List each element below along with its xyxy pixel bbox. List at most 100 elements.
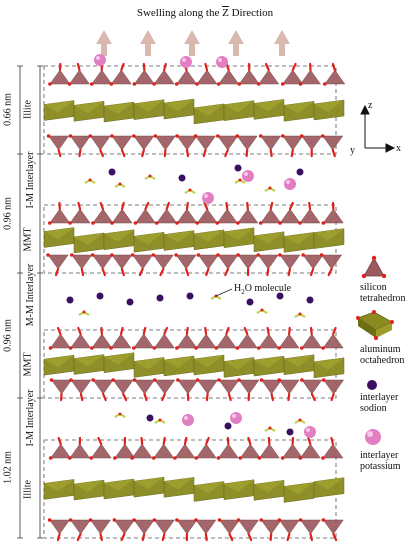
silicon-tetrahedron xyxy=(278,333,300,349)
oxygen-atom xyxy=(88,518,93,522)
silicon-tetrahedron xyxy=(322,519,344,535)
aluminum-octahedron-face xyxy=(44,100,74,113)
silicon-tetrahedron xyxy=(176,135,198,151)
oxygen-bond xyxy=(59,392,63,402)
silicon-tetrahedron xyxy=(195,443,217,459)
aluminum-octahedron-face xyxy=(164,230,194,243)
swelling-arrow xyxy=(228,30,244,56)
oxygen-atom xyxy=(194,518,198,522)
sodion-atom xyxy=(276,292,284,300)
sodion-atom xyxy=(146,414,154,422)
silicon-tetrahedron xyxy=(258,443,280,459)
silicon-tetrahedron xyxy=(51,379,73,395)
silicon-tetrahedron xyxy=(195,333,217,349)
illite-bottom-top-tetrahedra xyxy=(48,436,344,460)
silicon-tetrahedron xyxy=(134,379,156,395)
oxygen-atom xyxy=(195,221,200,225)
oxygen-atom xyxy=(195,82,199,86)
silicon-tetrahedron xyxy=(279,208,301,224)
aluminum-octahedron-face xyxy=(134,99,164,112)
silicon-tetrahedron xyxy=(324,69,346,85)
silicon-tetrahedron xyxy=(89,135,111,151)
oxygen-atom xyxy=(321,518,326,522)
oxygen-bond xyxy=(224,267,230,277)
mmt-upper-top-tetrahedra xyxy=(48,201,344,225)
oxygen-bond xyxy=(266,326,270,336)
legend-interlayer-potassium: interlayer potassium xyxy=(360,450,401,472)
potassium-atom xyxy=(284,178,296,190)
silicon-tetrahedron xyxy=(156,208,178,224)
oxygen-atom xyxy=(175,518,179,522)
oxygen-atom xyxy=(237,378,241,382)
silicon-tetrahedron xyxy=(91,333,113,349)
silicon-tetrahedron xyxy=(258,333,280,349)
oxygen-atom xyxy=(48,456,53,460)
water-molecule xyxy=(234,178,246,184)
silicon-tetrahedron xyxy=(301,135,323,151)
silicon-tetrahedron xyxy=(176,333,198,349)
water-oxygen xyxy=(82,310,86,314)
oxygen-bond xyxy=(327,267,333,277)
silicon-tetrahedron xyxy=(133,69,155,85)
oxygen-bond xyxy=(205,267,210,277)
silicon-tetrahedron xyxy=(217,443,239,459)
aluminum-octahedron-face xyxy=(104,478,134,491)
silicon-tetrahedron xyxy=(322,208,344,224)
oxygen-bond xyxy=(290,148,294,158)
aluminum-octahedron-face xyxy=(134,357,164,370)
aluminum-octahedron-face xyxy=(224,479,254,492)
aluminum-octahedron-face xyxy=(194,481,224,494)
oxygen-bond xyxy=(226,436,230,446)
oxygen-atom xyxy=(174,82,179,86)
oxygen-bond xyxy=(142,62,146,72)
silicon-tetrahedron xyxy=(176,208,198,224)
aluminum-octahedron-face xyxy=(104,102,134,115)
water-molecule xyxy=(256,308,268,314)
sodion-atom xyxy=(246,298,254,306)
oxygen-atom xyxy=(196,253,201,257)
silicon-tetrahedron xyxy=(282,135,304,151)
silicon-tetrahedron xyxy=(218,379,240,395)
oxygen-atom xyxy=(280,456,285,460)
oxygen-atom xyxy=(193,134,198,138)
aluminum-octahedron-face xyxy=(194,103,224,116)
oxygen-bond xyxy=(309,267,315,277)
water-oxygen xyxy=(118,182,122,186)
silicon-tetrahedron xyxy=(322,135,344,151)
silicon-tetrahedron xyxy=(153,443,175,459)
potassium-highlight xyxy=(232,414,236,418)
silicon-tetrahedron xyxy=(91,69,113,85)
oxygen-atom xyxy=(235,134,239,138)
silicon-tetrahedron xyxy=(49,519,71,535)
aluminum-octahedron-face xyxy=(254,231,284,244)
legend-silicon-tetrahedron: silicon tetrahedron xyxy=(360,282,406,304)
oxygen-bond xyxy=(270,392,274,402)
oxygen-atom xyxy=(299,134,304,138)
aluminum-octahedron-face xyxy=(284,354,314,367)
oxygen-bond xyxy=(99,532,103,542)
oxygen-bond xyxy=(332,532,338,542)
oxygen-atom xyxy=(68,456,72,460)
silicon-tetrahedron xyxy=(70,379,92,395)
silicon-tetrahedron xyxy=(175,254,197,270)
oxygen-bond xyxy=(120,62,125,72)
water-oxygen xyxy=(118,412,122,416)
oxygen-bond xyxy=(57,436,62,446)
silicon-tetrahedron xyxy=(71,254,93,270)
silicon-tetrahedron xyxy=(152,254,174,270)
silicon-tetrahedron xyxy=(260,208,282,224)
oxygen-atom xyxy=(70,253,74,257)
oxygen-bond xyxy=(119,326,124,336)
silicon-tetrahedron xyxy=(282,69,304,85)
layer-label: MMT xyxy=(22,352,34,377)
sodion-atom xyxy=(108,168,116,176)
oxygen-atom xyxy=(277,518,282,522)
oxygen-atom xyxy=(111,378,115,382)
oxygen-atom xyxy=(175,221,179,225)
annotation-pointer xyxy=(215,288,233,297)
silicon-tetrahedron xyxy=(153,69,175,85)
oxygen-bond xyxy=(80,267,85,277)
silicon-tetrahedron xyxy=(237,208,259,224)
silicon-tetrahedron xyxy=(112,379,134,395)
silicon-tetrahedron xyxy=(174,443,196,459)
